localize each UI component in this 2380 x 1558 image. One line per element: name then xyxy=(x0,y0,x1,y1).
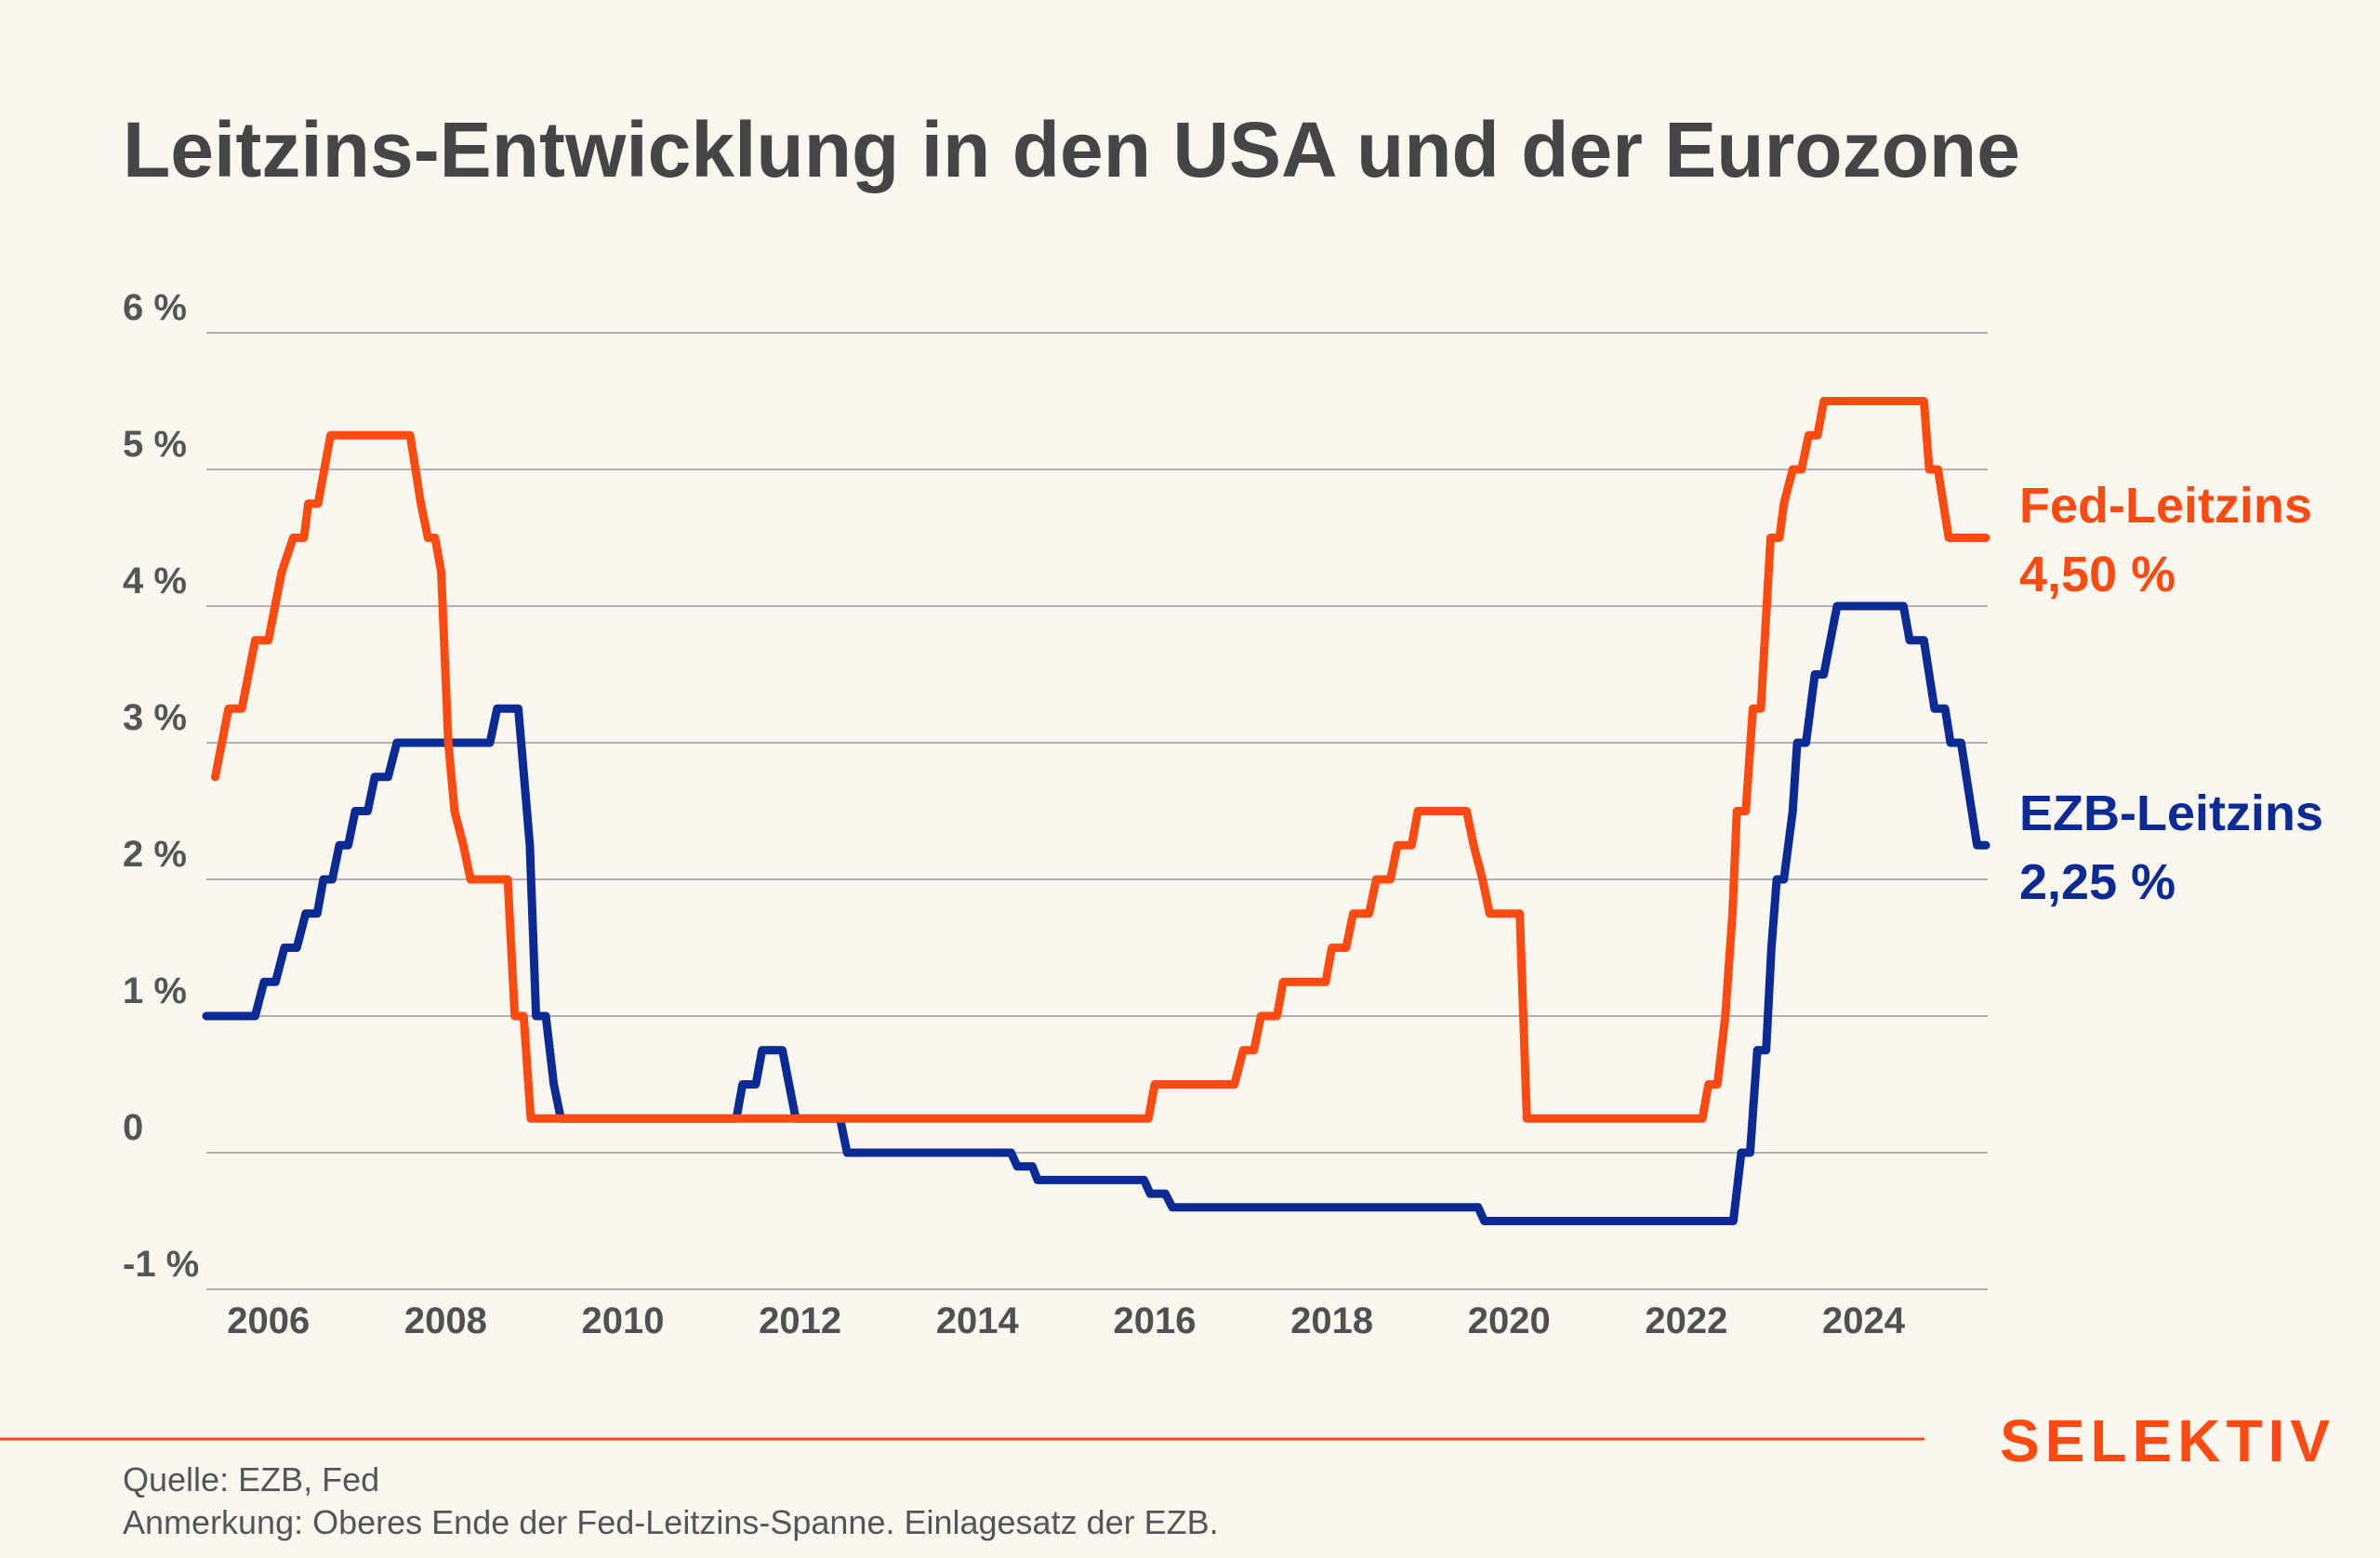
x-tick-label: 2006 xyxy=(227,1301,310,1341)
series-layer xyxy=(202,397,1990,1225)
brand-logo: SELEKTIV xyxy=(2000,1407,2335,1474)
x-tick-label: 2024 xyxy=(1822,1301,1906,1341)
series-value-fed: 4,50 % xyxy=(2019,547,2175,602)
y-tick-label: -1 % xyxy=(123,1244,199,1285)
y-tick-label: 2 % xyxy=(123,834,187,875)
y-tick-label: 0 xyxy=(123,1107,143,1148)
x-tick-label: 2020 xyxy=(1468,1301,1551,1341)
x-axis-tick-labels: 2006 2008 2010 2012 2014 2016 2018 2020 2022 2024 xyxy=(227,1301,1906,1341)
series-label-fed: Fed-Leitzins xyxy=(2019,478,2312,534)
x-tick-label: 2012 xyxy=(759,1301,841,1341)
y-tick-label: 4 % xyxy=(123,561,187,601)
x-tick-label: 2010 xyxy=(582,1301,665,1341)
y-axis-tick-labels: 6 % 5 % 4 % 3 % 2 % 1 % 0 -1 % xyxy=(123,287,199,1285)
series-label-ezb: EZB-Leitzins xyxy=(2019,786,2323,841)
y-tick-label: 3 % xyxy=(123,697,187,738)
grid-layer xyxy=(206,332,1988,1290)
y-tick-label: 1 % xyxy=(123,970,187,1011)
x-tick-label: 2022 xyxy=(1645,1301,1727,1341)
x-tick-label: 2008 xyxy=(404,1301,487,1341)
series-value-ezb: 2,25 % xyxy=(2019,854,2175,910)
series-line-fed xyxy=(211,397,1990,1123)
y-tick-label: 5 % xyxy=(123,424,187,465)
x-tick-label: 2018 xyxy=(1290,1301,1373,1341)
y-tick-label: 6 % xyxy=(123,287,187,328)
x-tick-label: 2016 xyxy=(1113,1301,1196,1341)
footnote: Anmerkung: Oberes Ende der Fed-Leitzins-… xyxy=(123,1503,1219,1541)
x-tick-label: 2014 xyxy=(936,1301,1020,1341)
source-note: Quelle: EZB, Fed xyxy=(123,1460,379,1499)
series-line-ezb xyxy=(202,601,1990,1225)
chart-title: Leitzins-Entwicklung in den USA und der … xyxy=(123,106,2020,193)
